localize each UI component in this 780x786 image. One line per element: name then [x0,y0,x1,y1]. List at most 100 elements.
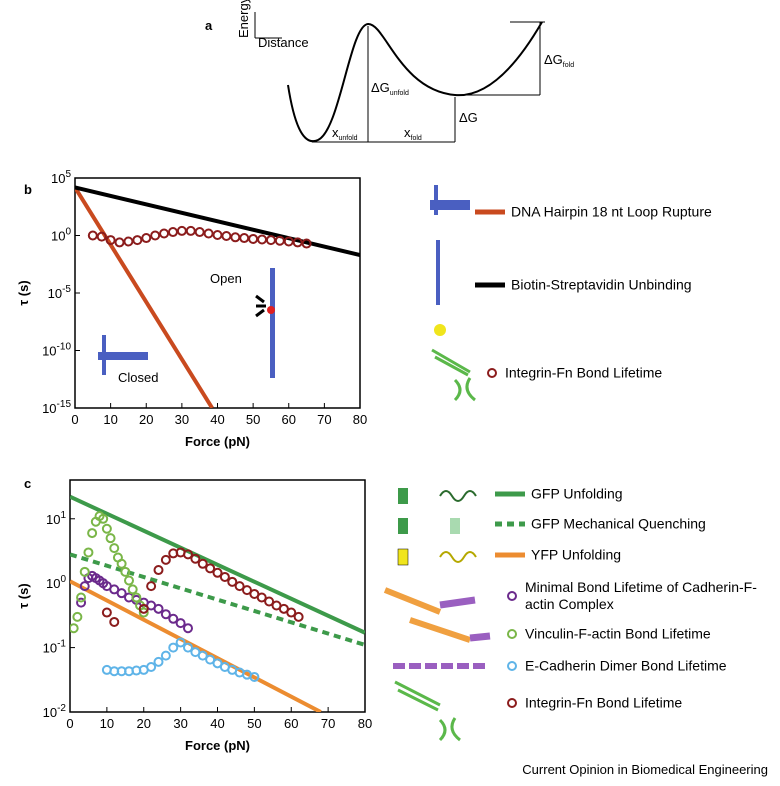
tick-base: 10 [42,401,56,416]
tick-exponent: 0 [60,574,66,585]
data-point [76,592,87,603]
data-point [150,230,161,241]
data-point [212,567,223,578]
data-point [105,235,116,246]
data-point [141,233,152,244]
label-base: x [404,125,411,140]
data-point [257,234,268,245]
tick-base: 10 [51,229,65,244]
data-line [70,494,365,635]
data-point [138,603,149,614]
data-point [70,623,79,634]
tick-exponent: -1 [57,639,66,650]
data-point [153,656,164,667]
legend-label: GFP Mechanical Quenching [531,515,706,532]
data-point [230,232,241,243]
tick-exponent: -10 [57,342,72,353]
data-point [124,575,134,586]
x-tick-label: 80 [358,716,372,731]
data-point [205,563,216,574]
data-line [70,579,322,712]
annotation: Open [210,271,242,286]
data-point [101,523,112,534]
energy-curve [287,21,543,143]
data-point [131,592,142,603]
tick-exponent: 5 [65,169,71,180]
label-base: ΔG [544,52,563,67]
data-point [114,237,125,248]
x-fold-label: xfold [404,125,422,142]
tick-base: 10 [46,576,60,591]
data-point [132,235,143,246]
data-line [75,186,214,408]
data-line [75,185,360,257]
data-point [227,576,238,587]
data-point [127,584,138,595]
data-point [160,650,171,661]
legend-label: Minimal Bond Lifetime of Cadherin-F-acti… [525,579,757,612]
x-tick-label: 50 [247,716,261,731]
data-point [197,558,208,569]
gfp-icon [398,518,408,534]
data-point [87,528,98,539]
legend-label: Integrin-Fn Bond Lifetime [505,364,663,381]
data-point [248,233,259,244]
data-point [105,533,116,544]
data-point [116,558,127,569]
tick-exponent: 1 [60,510,66,521]
data-point [146,661,157,672]
plot-area [70,494,365,712]
data-point [265,235,276,246]
data-point [212,230,223,241]
data-point [194,227,205,238]
data-point [185,225,196,236]
data-point [120,566,131,577]
cadherin-icon [439,596,491,642]
data-point [123,236,134,247]
data-point [190,553,201,564]
data-point [159,228,170,239]
x-tick-label: 50 [246,412,260,427]
x-tick-label: 30 [175,412,189,427]
label-sub: fold [563,62,574,69]
icons [98,185,491,742]
data-point [109,543,120,554]
data-point [249,671,260,682]
y-tick-label: 101 [46,510,66,527]
data-point [219,571,230,582]
data-line [70,552,365,647]
label-sub: unfold [339,135,358,142]
data-point [292,237,303,248]
plot-frame [69,479,366,713]
legend-marker [487,368,497,378]
annotation: Closed [118,370,158,385]
x-axis-label: Force (pN) [185,738,250,753]
tick-exponent: 0 [65,227,71,238]
data-point [293,611,304,622]
data-point [160,554,171,565]
data-point [87,230,98,241]
x-tick-label: 0 [71,412,78,427]
label-sub: unfold [390,90,409,97]
panel-label: b [24,182,32,197]
gfp-icon [398,488,408,504]
data-point [101,607,112,618]
data-point [221,231,232,242]
tick-base: 10 [43,705,57,720]
data-point [167,227,178,238]
x-tick-label: 20 [139,412,153,427]
x-tick-label: 20 [137,716,151,731]
x-tick-label: 80 [353,412,367,427]
integrin-icon [431,348,476,402]
force-icon [255,308,265,318]
hairpin-icon [98,352,148,360]
energy-diagram [254,12,545,143]
data-point [197,650,208,661]
dg-label: ΔG [459,110,478,125]
label-sub: fold [411,135,422,142]
y-tick-label: 10-10 [42,342,71,359]
data-point [183,623,193,634]
y-tick-label: 10-15 [42,399,71,416]
data-point [160,609,171,620]
